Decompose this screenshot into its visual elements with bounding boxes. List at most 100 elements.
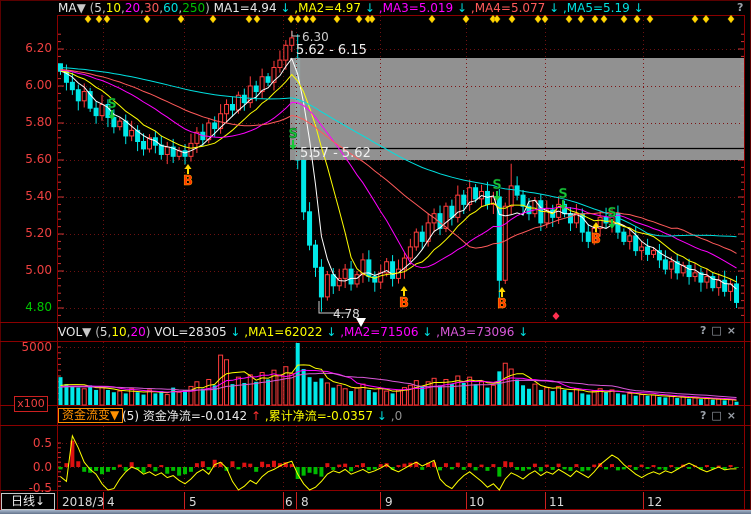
svg-text:5.62 - 6.15: 5.62 - 6.15	[296, 43, 367, 58]
svg-text:S: S	[607, 206, 616, 221]
flow-indicator-header: (5) 资金净流=-0.0142 ↑ ,累计净流=-0.0357 ↓ ,0	[122, 409, 402, 423]
date-axis-label: 6	[285, 495, 293, 509]
param-ma30: 30	[143, 1, 160, 15]
help-icon[interactable]: ?	[700, 409, 712, 422]
vol-value: VOL=28305	[154, 325, 227, 339]
date-axis-label: 10	[469, 495, 485, 509]
vol-ma20-line	[60, 372, 737, 398]
date-axis-label: 12	[647, 495, 663, 509]
indicator-name[interactable]: VOL	[58, 325, 83, 339]
sep: ,	[101, 1, 106, 15]
down-arrow-icon: ↓	[226, 325, 245, 339]
date-axis-label: 11	[549, 495, 565, 509]
price-annotations: 6.30 4.78 5.62 - 6.15 5.57 - 5.62	[291, 30, 371, 327]
price-axis-label: 5.80	[25, 115, 52, 129]
sep: ,	[159, 1, 164, 15]
sep: ,	[107, 325, 112, 339]
svg-text:S: S	[492, 178, 501, 193]
ma60-line	[60, 67, 737, 238]
gridlines	[58, 16, 743, 489]
flow-window-controls: ?□×	[700, 409, 741, 422]
flow-indicator-selector[interactable]: 资金流变▼	[58, 408, 124, 423]
date-axis-label: 9	[385, 495, 393, 509]
svg-text:B: B	[591, 232, 601, 247]
dropdown-arrow-icon[interactable]: ▼	[76, 1, 86, 15]
flow-axis-label: 0.0	[32, 460, 52, 474]
ma3-value: ,MA3=5.019	[378, 1, 454, 15]
volume-unit-label: x100	[14, 396, 48, 412]
date-axis-label: 8	[301, 495, 309, 509]
close-icon[interactable]: ×	[726, 324, 742, 337]
ma2-value: ,MA2=4.97	[294, 1, 362, 15]
param-ma20: 20	[130, 325, 146, 339]
svg-text:5.57 - 5.62: 5.57 - 5.62	[300, 146, 371, 161]
price-axis-label: 6.20	[25, 41, 52, 55]
volume-bars	[58, 343, 739, 406]
date-axis-label: 5	[189, 495, 197, 509]
volume-axis-max-label: 5000	[21, 340, 52, 354]
sep: ,	[178, 1, 183, 15]
svg-text:B: B	[399, 296, 409, 311]
svg-text:4.78: 4.78	[333, 307, 360, 321]
down-arrow-icon: ↓	[453, 1, 471, 15]
period-label: 日线	[10, 494, 35, 508]
help-icon[interactable]: ?	[737, 1, 749, 14]
down-arrow-icon: ↓	[34, 494, 46, 508]
ma10-line	[60, 70, 737, 283]
svg-text:B: B	[497, 297, 507, 312]
maximize-icon[interactable]: □	[711, 409, 727, 422]
maximize-icon[interactable]: □	[711, 324, 727, 337]
down-arrow-icon: ↓	[545, 1, 563, 15]
price-axis-label: 5.00	[25, 263, 52, 277]
param-ma5: 5	[94, 1, 102, 15]
down-arrow-icon: ↓	[361, 1, 379, 15]
indicator-name[interactable]: MA	[58, 1, 77, 15]
param-ma10: 10	[111, 325, 127, 339]
sep: ,	[121, 1, 125, 15]
param-ma250: 250	[182, 1, 206, 15]
down-arrow-icon: ↓	[373, 409, 391, 423]
sep: ,	[140, 1, 144, 15]
svg-text:S: S	[107, 97, 116, 112]
ma20-line	[60, 69, 737, 269]
date-axis-label: 2018/3	[62, 495, 105, 509]
svg-text:B: B	[183, 174, 193, 189]
params-close: )	[145, 325, 155, 339]
ma2-value: ,MA2=71506	[340, 325, 419, 339]
ma30-line	[60, 69, 737, 254]
help-icon[interactable]: ?	[700, 324, 712, 337]
params-close: )	[205, 1, 214, 15]
dropdown-arrow-icon[interactable]: ▼	[82, 325, 92, 339]
price-axis-label: 5.40	[25, 189, 52, 203]
down-arrow-icon: ↓	[322, 325, 341, 339]
ma5-value: ,MA5=5.19	[562, 1, 630, 15]
ma1-value: MA1=4.94	[213, 1, 277, 15]
dropdown-arrow-icon: ▼	[110, 408, 120, 422]
price-zone-overlay	[290, 58, 744, 160]
period-selector[interactable]: 日线↓	[1, 493, 55, 510]
vol-window-controls: ?□×	[700, 324, 741, 337]
main-indicator-header: MA▼ (5,10,20,30,60,250) MA1=4.94 ↓ ,MA2=…	[58, 1, 644, 15]
date-axis-label: 4	[107, 495, 115, 509]
param-ma10: 10	[105, 1, 122, 15]
down-arrow-icon: ↓	[418, 325, 437, 339]
down-arrow-icon: ↓	[629, 1, 644, 15]
cumulative-flow-line	[60, 434, 737, 491]
down-arrow-icon: ↓	[514, 325, 529, 339]
flow-axis-label: 0.5	[32, 436, 52, 450]
ma3-value: ,MA3=73096	[436, 325, 515, 339]
param-ma60: 60	[163, 1, 179, 15]
svg-text:6.30: 6.30	[302, 30, 329, 44]
ma4-value: ,MA4=5.077	[470, 1, 546, 15]
up-arrow-icon: ↑	[247, 409, 265, 423]
red-diamond-marker	[552, 312, 560, 320]
param-ma5: 5	[99, 325, 108, 339]
close-icon[interactable]: ×	[726, 409, 742, 422]
price-axis-label: 5.20	[25, 226, 52, 240]
down-arrow-icon: ↓	[276, 1, 295, 15]
candlesticks	[58, 30, 740, 312]
event-diamond-markers	[84, 14, 735, 24]
